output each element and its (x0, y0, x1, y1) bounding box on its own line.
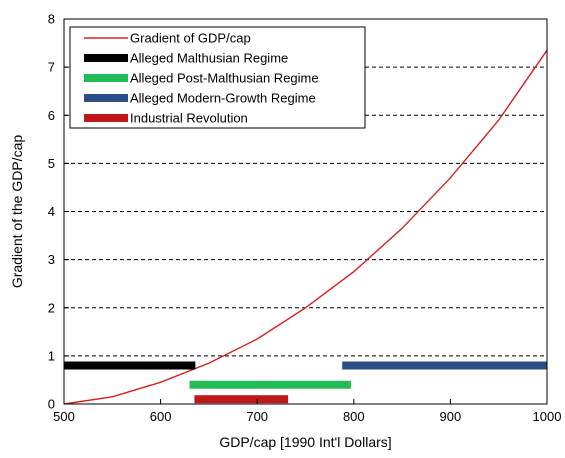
legend-label: Alleged Malthusian Regime (130, 51, 288, 66)
legend-swatch (84, 94, 128, 102)
y-tick-label: 8 (48, 12, 55, 27)
legend-label: Gradient of GDP/cap (130, 31, 251, 46)
legend-label: Industrial Revolution (130, 111, 248, 126)
legend-swatch (84, 74, 128, 82)
industrial-revolution-bar (194, 395, 289, 404)
legend-swatch (84, 114, 128, 122)
y-tick-label: 6 (48, 108, 55, 123)
chart-marks (63, 49, 548, 405)
y-tick-label: 1 (48, 348, 55, 363)
alleged-malthusian-regime-bar (64, 361, 196, 370)
y-tick-label: 5 (48, 156, 55, 171)
axes: 500 600 700 800 900 1000 0 1 2 3 4 5 6 7 8 (48, 12, 562, 425)
alleged-modern-growth-regime-bar (342, 361, 547, 370)
x-tick-label: 700 (246, 409, 268, 424)
x-tick-label: 1000 (533, 409, 562, 424)
y-tick-label: 3 (48, 252, 55, 267)
legend-label: Alleged Modern-Growth Regime (130, 91, 316, 106)
y-tick-label: 7 (48, 60, 55, 75)
y-axis-label: Gradient of the GDP/cap (9, 135, 25, 289)
alleged-post-malthusian-regime-bar (189, 380, 351, 389)
y-tick-label: 4 (48, 204, 55, 219)
y-tick-label: 0 (48, 397, 55, 412)
x-tick-label: 500 (53, 409, 75, 424)
legend-swatch (84, 54, 128, 62)
gradient-of-gdp-cap-line (63, 49, 548, 405)
x-tick-label: 600 (150, 409, 172, 424)
y-tick-label: 2 (48, 300, 55, 315)
legend-label: Alleged Post-Malthusian Regime (130, 71, 319, 86)
x-axis-label: GDP/cap [1990 Int'l Dollars] (219, 434, 391, 450)
legend: Gradient of GDP/cap Alleged Malthusian Re… (69, 26, 366, 129)
x-tick-label: 900 (440, 409, 462, 424)
x-tick-label: 800 (343, 409, 365, 424)
